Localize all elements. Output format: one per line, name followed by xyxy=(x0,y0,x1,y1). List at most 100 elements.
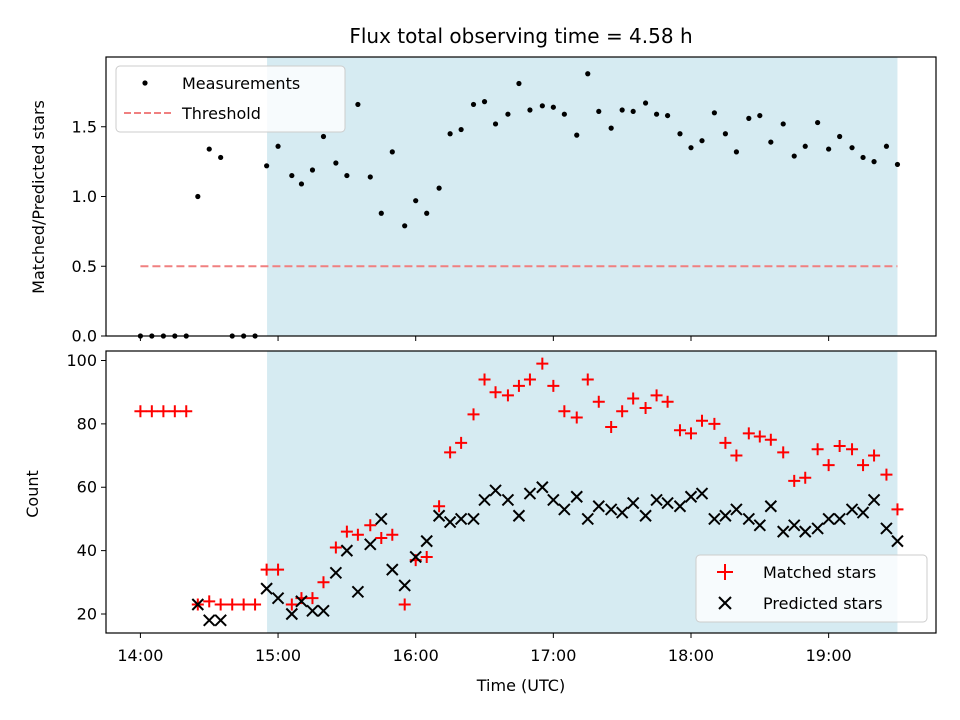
matched-star-point xyxy=(764,433,777,446)
matched-star-point xyxy=(512,379,525,392)
ratio-legend: Measurements Threshold xyxy=(115,65,346,133)
measurement-point xyxy=(768,139,774,145)
matched-star-point xyxy=(329,541,342,554)
measurement-point xyxy=(344,172,350,179)
matched-star-point xyxy=(226,598,239,611)
matched-star-point xyxy=(753,430,766,443)
measurement-point xyxy=(481,99,488,105)
measurement-point xyxy=(574,132,580,138)
count-y-tick-label: 20 xyxy=(77,604,97,623)
matched-star-point xyxy=(650,389,663,402)
measurement-point xyxy=(849,145,855,151)
matched-star-point xyxy=(523,373,536,386)
measurement-point xyxy=(608,125,614,131)
matched-star-point xyxy=(444,446,457,459)
matched-star-point xyxy=(203,595,216,608)
matched-star-point xyxy=(306,592,319,605)
matched-star-point xyxy=(891,503,904,516)
measurement-point xyxy=(642,100,649,106)
matched-star-point xyxy=(501,389,514,402)
matched-star-point xyxy=(260,563,273,576)
predicted-star-point xyxy=(661,496,674,510)
predicted-star-point xyxy=(592,500,605,513)
measurement-point xyxy=(413,198,419,204)
predicted-star-point xyxy=(673,500,687,513)
matched-star-point xyxy=(684,427,697,440)
predicted-star-point xyxy=(764,500,778,513)
predicted-star-point xyxy=(880,522,893,535)
measurement-point xyxy=(585,71,591,77)
predicted-star-point xyxy=(317,604,330,618)
ratio-x-ticks xyxy=(139,336,830,341)
matched-star-point xyxy=(536,357,549,370)
measurement-point xyxy=(699,138,705,144)
measurement-point xyxy=(883,143,890,149)
measurement-point xyxy=(894,161,901,168)
matched-star-point xyxy=(592,395,605,408)
predicted-star-point xyxy=(409,550,422,564)
predicted-star-point xyxy=(467,512,480,526)
matched-star-point xyxy=(157,405,170,418)
predicted-star-point xyxy=(856,506,870,519)
ratio-y-tick-label: 1.5 xyxy=(72,117,97,136)
matched-star-point xyxy=(822,459,835,472)
legend-predicted-marker xyxy=(718,596,732,610)
matched-star-point xyxy=(467,408,480,421)
measurement-point xyxy=(619,107,625,113)
legend-measurements-label: Measurements xyxy=(182,74,300,93)
predicted-star-point xyxy=(777,525,790,538)
count-x-tick-label: 15:00 xyxy=(255,646,301,665)
predicted-star-point xyxy=(788,519,801,532)
matched-star-point xyxy=(742,427,755,440)
predicted-star-point xyxy=(478,493,491,507)
measurement-point xyxy=(492,121,499,127)
matched-star-point xyxy=(581,373,594,386)
matched-star-point xyxy=(880,468,893,481)
measurement-point xyxy=(802,143,808,149)
measurement-point xyxy=(860,154,866,161)
predicted-star-point xyxy=(615,506,629,519)
matched-star-point xyxy=(489,386,502,399)
count-y-tick-label: 100 xyxy=(66,351,97,370)
matched-star-point xyxy=(134,405,147,418)
count-x-tick-label: 14:00 xyxy=(117,646,163,665)
predicted-star-point xyxy=(489,484,502,497)
predicted-star-point xyxy=(420,534,433,548)
measurement-point xyxy=(539,103,545,109)
matched-star-point xyxy=(605,421,618,434)
count-y-tick-label: 60 xyxy=(77,478,97,497)
measurement-point xyxy=(837,133,843,140)
measurement-points xyxy=(137,71,901,339)
measurement-point xyxy=(653,111,660,117)
measurement-point xyxy=(218,154,224,161)
predicted-star-point xyxy=(650,493,663,507)
predicted-star-point xyxy=(639,509,652,522)
predicted-star-point xyxy=(536,481,549,494)
predicted-star-point xyxy=(558,503,571,516)
measurement-point xyxy=(871,159,877,165)
measurement-point xyxy=(470,101,477,108)
matched-star-point xyxy=(433,500,446,513)
predicted-star-point xyxy=(695,487,709,500)
matched-star-point xyxy=(249,598,262,611)
predicted-star-point xyxy=(364,538,377,551)
chart-title: Flux total observing time = 4.58 h xyxy=(349,24,692,48)
count-x-tick-label: 18:00 xyxy=(668,646,714,665)
predicted-star-point xyxy=(753,519,767,532)
measurement-point xyxy=(630,108,636,115)
measurement-point xyxy=(389,149,395,155)
matched-star-point xyxy=(351,528,364,541)
matched-star-point xyxy=(285,598,298,611)
measurement-point xyxy=(780,121,786,127)
predicted-star-point xyxy=(811,522,824,535)
ratio-legend-box xyxy=(115,65,346,133)
matched-star-point xyxy=(398,598,411,611)
measurement-point xyxy=(516,80,522,87)
matched-star-point xyxy=(868,449,881,462)
matched-star-point xyxy=(639,402,652,415)
matched-star-point xyxy=(857,459,870,472)
measurement-point xyxy=(791,153,797,159)
matched-star-point xyxy=(340,525,353,538)
measurement-point xyxy=(722,131,729,137)
matched-star-point xyxy=(696,414,709,427)
